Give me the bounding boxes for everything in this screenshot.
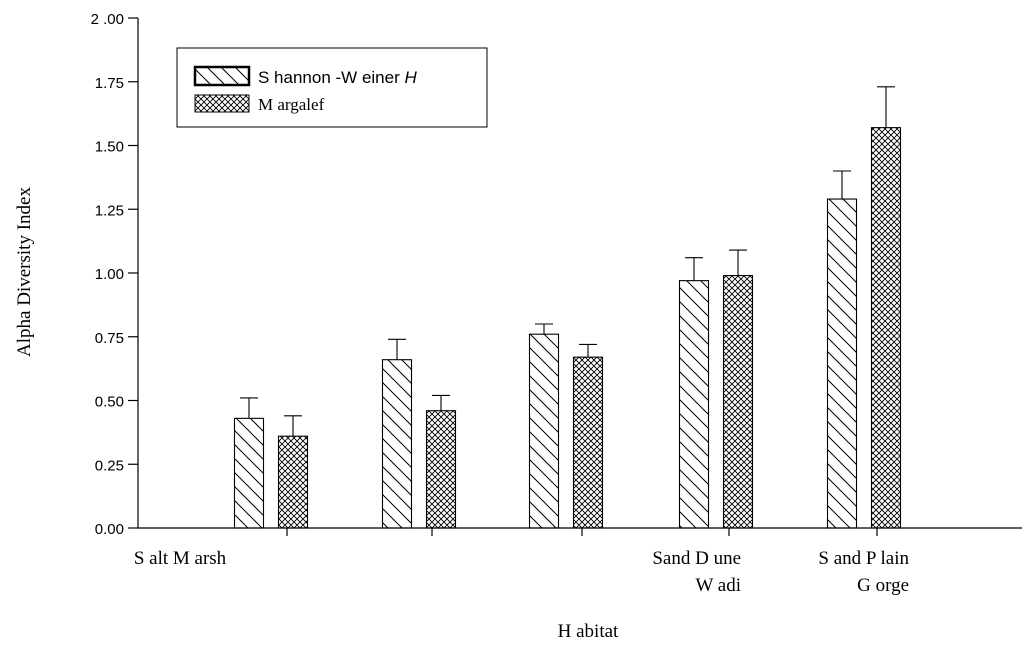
legend-label: S hannon -W einer H <box>258 68 417 87</box>
y-tick-label: 1.00 <box>95 266 124 283</box>
bar <box>870 127 902 529</box>
legend-swatch <box>193 65 251 87</box>
legend-box <box>176 47 488 128</box>
bar <box>425 410 457 529</box>
bar <box>233 417 265 529</box>
y-tick-label: 1.25 <box>95 202 124 219</box>
bar <box>722 274 754 529</box>
category-label: Sand D une W adi <box>652 548 741 596</box>
category-label: S and P lain G orge <box>818 548 909 596</box>
bar <box>678 280 710 529</box>
category-label: S alt M arsh <box>134 548 227 569</box>
bar <box>277 435 309 529</box>
y-axis-title: Alpha Diversity Index <box>14 187 35 357</box>
y-tick-label: 1.75 <box>95 75 124 92</box>
y-tick-label: 0.00 <box>95 521 124 538</box>
y-tick-label: 0.50 <box>95 394 124 411</box>
bar <box>826 198 858 529</box>
y-tick-label: 2 .00 <box>91 11 124 28</box>
y-tick-label: 0.25 <box>95 457 124 474</box>
bar <box>528 333 560 529</box>
x-axis-title: H abitat <box>558 621 619 642</box>
bar <box>572 356 604 529</box>
legend-label: M argalef <box>258 95 325 114</box>
y-tick-label: 0.75 <box>95 330 124 347</box>
legend: S hannon -W einer H M argalef <box>176 47 488 128</box>
bar <box>381 359 413 529</box>
y-tick-label: 1.50 <box>95 139 124 156</box>
legend-swatch <box>194 94 250 113</box>
